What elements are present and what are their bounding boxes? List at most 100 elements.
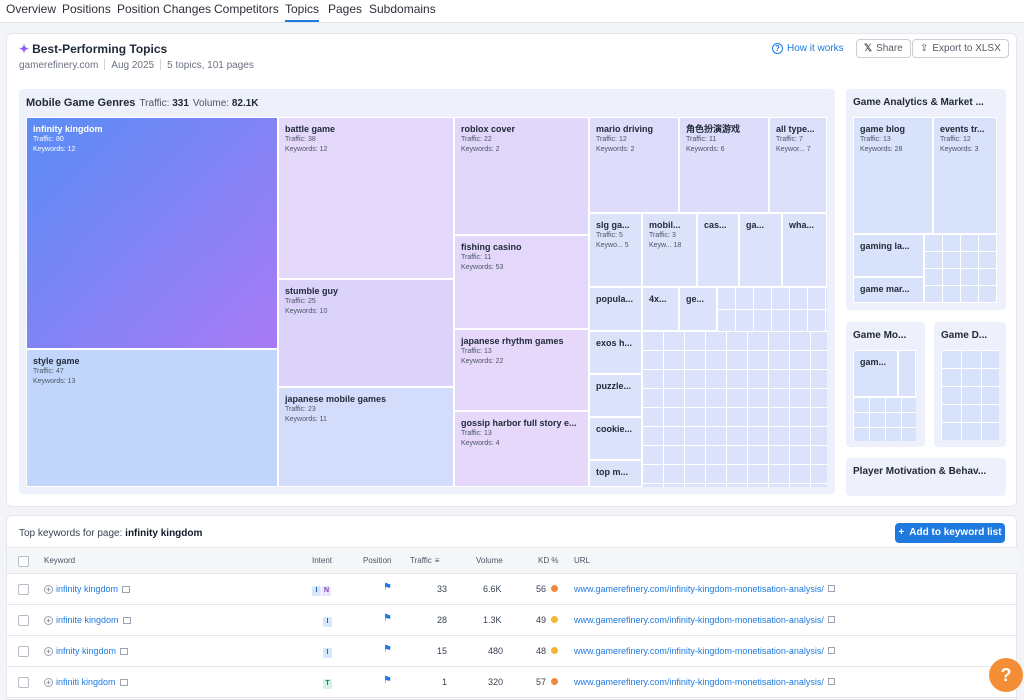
external-link-icon[interactable] [827, 616, 835, 623]
row-checkbox[interactable] [18, 646, 29, 657]
keyword-link[interactable]: infiniti kingdom [56, 677, 116, 687]
add-to-keyword-list-button[interactable]: + Add to keyword list [895, 523, 1005, 543]
volume-value: 320 [488, 677, 504, 687]
position-icon[interactable]: ⚑ [383, 644, 392, 655]
treemap-cell[interactable]: gaming la... [853, 234, 924, 277]
column-header[interactable]: Traffic ≡ [410, 556, 440, 565]
table-row: + infiniti kingdom T ⚑ 1 320 57 www.gamer… [7, 667, 1018, 698]
serp-icon[interactable] [122, 586, 131, 593]
position-icon[interactable]: ⚑ [383, 675, 392, 686]
position-icon[interactable]: ⚑ [383, 613, 392, 624]
treemap-cell[interactable]: all type... Traffic: 7 Keywor... 7 [769, 117, 827, 213]
intent-badge: T [323, 679, 332, 689]
intent-cell: I [323, 646, 333, 658]
column-header[interactable]: Volume [476, 556, 503, 565]
kd-dot [551, 678, 559, 685]
treemap-cell[interactable]: japanese mobile games Traffic: 23 Keywords… [278, 387, 454, 487]
treemap-cell[interactable]: gam... [853, 350, 898, 397]
treemap-cell[interactable]: ge... [679, 287, 717, 331]
column-header[interactable]: Position [363, 556, 392, 565]
serp-icon[interactable] [122, 617, 131, 624]
date-text: Aug 2025 [111, 60, 155, 71]
row-checkbox[interactable] [18, 584, 29, 595]
treemap-cell[interactable]: mobil... Traffic: 3 Keyw... 18 [642, 213, 697, 287]
treemap-cell[interactable]: game mar... [853, 277, 924, 303]
treemap-cell[interactable]: gossip harbor full story e... Traffic: 13… [454, 411, 589, 487]
treemap-cell[interactable]: ga... [739, 213, 782, 287]
column-header[interactable]: KD % [538, 556, 559, 565]
export-button[interactable]: ⇪ Export to XLSX [912, 39, 1009, 58]
treemap-cell[interactable]: mario driving Traffic: 12 Keywords: 2 [589, 117, 679, 213]
url-cell: www.gamerefinery.com/infinity-kingdom-mo… [574, 615, 835, 625]
domain-text: gamerefinery.com [19, 60, 99, 71]
tab-topics[interactable]: Topics [285, 2, 320, 22]
add-icon[interactable]: + [44, 647, 53, 656]
card-title: ✦ Best-Performing Topics [19, 42, 168, 56]
treemap-cell[interactable]: japanese rhythm games Traffic: 13 Keywords… [454, 329, 589, 411]
serp-icon[interactable] [119, 679, 128, 686]
url-link[interactable]: www.gamerefinery.com/infinity-kingdom-mo… [574, 677, 824, 687]
treemap-cell[interactable]: stumble guy Traffic: 25 Keywords: 10 [278, 279, 454, 387]
tab-positions[interactable]: Positions [62, 2, 111, 16]
tab-position-changes[interactable]: Position Changes [117, 2, 212, 16]
treemap-cell[interactable]: events tr... Traffic: 12 Keywords: 3 [933, 117, 997, 234]
table-title: Top keywords for page: infinity kingdom [19, 528, 203, 539]
treemap-cell[interactable]: exos h... [589, 331, 642, 374]
serp-icon[interactable] [120, 648, 129, 655]
tab-competitors[interactable]: Competitors [214, 2, 279, 16]
tab-overview[interactable]: Overview [6, 2, 57, 16]
column-header[interactable]: URL [574, 556, 591, 565]
url-link[interactable]: www.gamerefinery.com/infinity-kingdom-mo… [574, 646, 824, 656]
treemap-cell[interactable]: cookie... [589, 417, 642, 460]
select-all-checkbox[interactable] [18, 556, 29, 567]
treemap-mobile-game-genres: Mobile Game Genres Traffic: 331 Volume: 82… [19, 89, 835, 494]
external-link-icon[interactable] [827, 647, 835, 654]
keyword-link[interactable]: infinite kingdom [56, 615, 119, 625]
treemap-cell [898, 350, 916, 397]
row-checkbox[interactable] [18, 615, 29, 626]
column-header[interactable]: Intent [312, 556, 333, 565]
treemap-cell[interactable]: game blog Traffic: 13 Keywords: 28 [853, 117, 933, 234]
treemap-cell[interactable]: top m... [589, 460, 642, 487]
treemap-cell[interactable]: style game Traffic: 47 Keywords: 13 [26, 349, 278, 487]
export-icon: ⇪ [920, 43, 929, 54]
treemap-cell[interactable]: 角色扮演游戏 Traffic: 11 Keywords: 6 [679, 117, 769, 213]
treemap-cell[interactable]: puzzle... [589, 374, 642, 417]
add-icon[interactable]: + [44, 616, 53, 625]
treemap-cell[interactable]: fishing casino Traffic: 11 Keywords: 53 [454, 235, 589, 329]
row-checkbox[interactable] [18, 677, 29, 688]
volume-value: 1.3K [483, 615, 502, 625]
external-link-icon[interactable] [827, 585, 835, 592]
treemap-cell[interactable]: 4x... [642, 287, 679, 331]
kd-cell: 56 [536, 584, 559, 594]
position-icon[interactable]: ⚑ [383, 582, 392, 593]
tab-subdomains[interactable]: Subdomains [369, 2, 436, 16]
url-link[interactable]: www.gamerefinery.com/infinity-kingdom-mo… [574, 584, 824, 594]
external-link-icon[interactable] [827, 678, 835, 685]
sparkle-icon: ✦ [19, 42, 30, 56]
tab-pages[interactable]: Pages [328, 2, 363, 16]
treemap-cell[interactable]: slg ga... Traffic: 5 Keywo... 5 [589, 213, 642, 287]
treemap-cell[interactable]: wha... [782, 213, 827, 287]
treemap-cell[interactable]: infinity kingdom Traffic: 80 Keywords: 12 [26, 117, 278, 349]
traffic-value: 28 [437, 615, 448, 625]
share-button[interactable]: 𝕏 Share [856, 39, 911, 58]
small-treemap-cells [924, 234, 997, 303]
help-button[interactable]: ? [989, 658, 1023, 692]
treemap-cell[interactable]: battle game Traffic: 38 Keywords: 12 [278, 117, 454, 279]
small-treemap-cells [717, 287, 827, 331]
add-icon[interactable]: + [44, 585, 53, 594]
keyword-link[interactable]: infnity kingdom [56, 646, 117, 656]
table-row: + infnity kingdom I ⚑ 15 480 48 www.gamer… [7, 636, 1018, 667]
url-link[interactable]: www.gamerefinery.com/infinity-kingdom-mo… [574, 615, 824, 625]
treemap-game-design: Game D... [934, 322, 1006, 447]
column-header[interactable]: Keyword [44, 556, 76, 565]
keyword-link[interactable]: infinity kingdom [56, 584, 119, 594]
treemap-cell[interactable]: popula... [589, 287, 642, 331]
treemap-cell[interactable]: cas... [697, 213, 739, 287]
kd-cell: 49 [536, 615, 559, 625]
add-icon[interactable]: + [44, 678, 53, 687]
treemap-cell[interactable]: roblox cover Traffic: 22 Keywords: 2 [454, 117, 589, 235]
how-it-works-link[interactable]: ? How it works [772, 43, 844, 54]
